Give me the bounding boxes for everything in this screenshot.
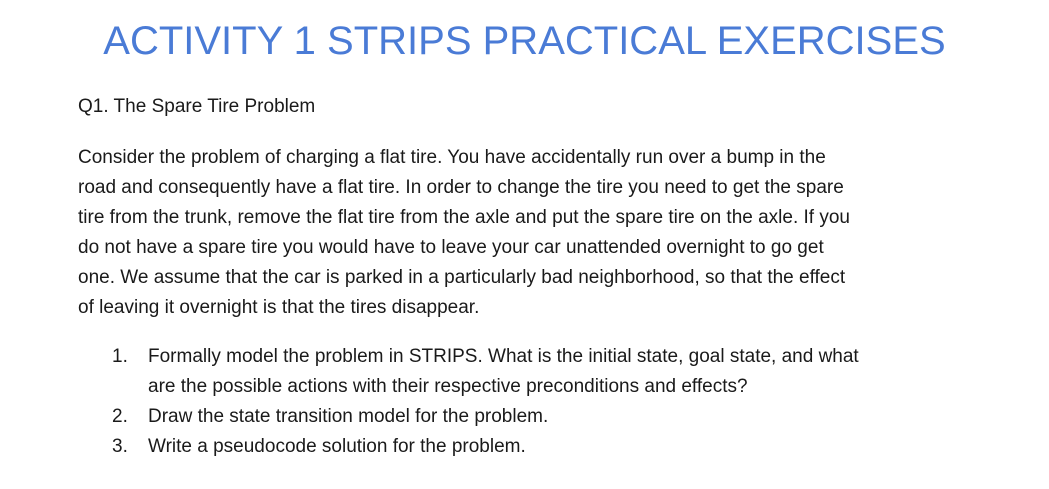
task-item-3: 3. Write a pseudocode solution for the p…: [112, 432, 992, 462]
paragraph-line: of leaving it overnight is that the tire…: [78, 297, 480, 318]
problem-description: Consider the problem of charging a flat …: [78, 143, 850, 323]
task-text: Write a pseudocode solution for the prob…: [148, 432, 992, 462]
task-item-1: 1. Formally model the problem in STRIPS.…: [112, 342, 992, 402]
task-text: Draw the state transition model for the …: [148, 402, 992, 432]
paragraph-line: do not have a spare tire you would have …: [78, 237, 824, 258]
paragraph-line: tire from the trunk, remove the flat tir…: [78, 207, 850, 228]
task-number: 3.: [112, 436, 128, 457]
task-line: are the possible actions with their resp…: [148, 376, 748, 397]
paragraph-line: Consider the problem of charging a flat …: [78, 147, 826, 168]
task-list: 1. Formally model the problem in STRIPS.…: [112, 342, 992, 462]
task-line: Draw the state transition model for the …: [148, 406, 549, 427]
task-item-2: 2. Draw the state transition model for t…: [112, 402, 992, 432]
task-line: Write a pseudocode solution for the prob…: [148, 436, 526, 457]
task-text: Formally model the problem in STRIPS. Wh…: [148, 342, 992, 402]
task-number: 2.: [112, 406, 128, 427]
paragraph-line: one. We assume that the car is parked in…: [78, 267, 846, 288]
document-title: ACTIVITY 1 STRIPS PRACTICAL EXERCISES: [103, 19, 946, 63]
paragraph-line: road and consequently have a flat tire. …: [78, 177, 844, 198]
task-line: Formally model the problem in STRIPS. Wh…: [148, 346, 859, 367]
task-number: 1.: [112, 346, 128, 367]
question-heading: Q1. The Spare Tire Problem: [78, 96, 316, 117]
